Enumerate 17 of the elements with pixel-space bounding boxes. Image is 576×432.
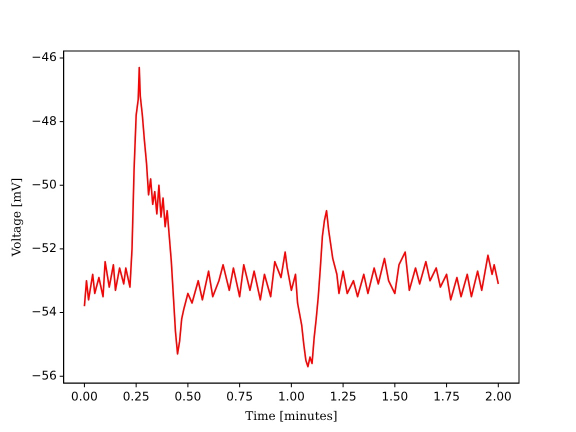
- y-tick-label: −46: [31, 50, 57, 64]
- y-tick-label: −52: [31, 241, 57, 256]
- y-tick-label: −54: [31, 304, 57, 319]
- x-tick-label: 1.25: [330, 390, 356, 404]
- x-tick-label: 1.75: [433, 390, 460, 404]
- y-axis-title: Voltage [mV]: [9, 178, 24, 258]
- x-tick-label: 0.00: [71, 390, 98, 404]
- x-axis-title: Time [minutes]: [245, 408, 338, 423]
- x-tick-label: 2.00: [484, 390, 512, 404]
- x-tick-label: 0.50: [174, 390, 202, 404]
- x-tick-label: 0.75: [226, 390, 253, 404]
- x-tick-label: 0.25: [122, 390, 150, 404]
- y-tick-label: −56: [31, 368, 57, 382]
- x-tick-label: 1.50: [381, 390, 408, 404]
- x-tick-label: 1.00: [278, 390, 305, 404]
- y-tick-label: −48: [31, 114, 57, 128]
- y-tick-label: −50: [31, 177, 57, 192]
